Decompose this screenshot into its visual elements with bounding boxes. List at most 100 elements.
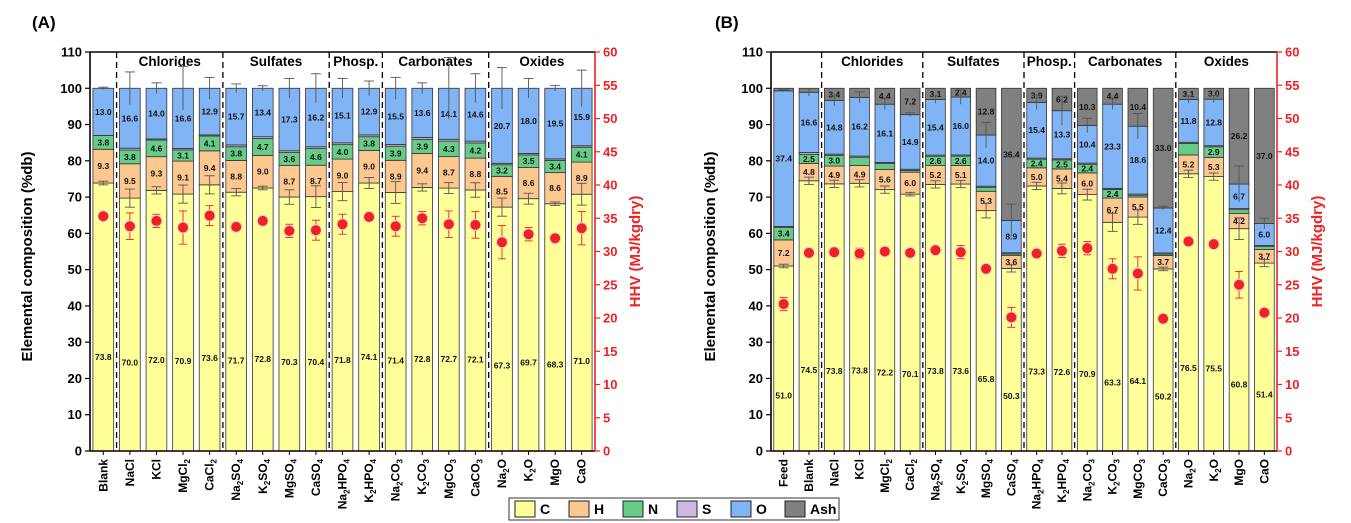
y-tick-label: 90 (68, 117, 82, 132)
y2-tick-label: 30 (603, 244, 617, 259)
y-tick-label: 0 (756, 444, 763, 459)
y-tick-label: 40 (749, 298, 763, 313)
data-label-n: 4.6 (310, 152, 322, 162)
hhv-marker (1131, 267, 1144, 280)
data-label-n: 3.2 (496, 166, 508, 176)
hhv-marker (802, 246, 815, 259)
bar-stack: 73.6 9.4 4.1 12.9 (198, 76, 221, 452)
data-label-n: 4.0 (337, 147, 349, 157)
bar-stack: 70.4 8.7 4.6 16.2 (305, 73, 327, 452)
hhv-marker (954, 246, 967, 259)
data-label-o: 13.4 (254, 107, 271, 117)
data-label-o: 16.1 (877, 128, 894, 138)
bar-stack: 65.8 5.3 14.0 12.8 (975, 87, 997, 452)
data-label-c: 65.8 (978, 374, 995, 384)
bar-stack: 71.0 8.9 4.1 15.9 (570, 69, 593, 452)
y-tick-label: 20 (749, 371, 763, 386)
y-tick-label: 40 (68, 298, 82, 313)
data-label-c: 73.8 (927, 366, 944, 376)
legend-label: S (702, 501, 711, 517)
y-tick-label: 10 (749, 407, 763, 422)
bar-segment-c (1102, 221, 1123, 452)
data-label-h: 5.6 (879, 174, 891, 184)
data-label-n: 3.8 (97, 137, 109, 147)
data-label-n: 3.8 (230, 149, 242, 159)
bar-stack: 68.3 8.6 3.4 19.5 (544, 84, 566, 452)
y-tick-label: 80 (749, 153, 763, 168)
data-label-o: 20.7 (494, 121, 511, 131)
hhv-marker (495, 236, 508, 249)
data-label-c: 71.7 (228, 355, 245, 365)
hhv-marker (1055, 244, 1068, 257)
x-tick-label: CaSO4 (1004, 458, 1020, 496)
group-label: Oxides (519, 54, 564, 69)
data-label-h: 5.0 (1031, 172, 1043, 182)
data-label-c: 72.8 (254, 354, 271, 364)
y2-tick-label: 25 (603, 277, 617, 292)
bar-segment-c (1026, 185, 1047, 452)
group-label: Carbonates (1088, 54, 1162, 69)
data-label-c: 73.3 (1028, 366, 1045, 376)
bar-segment-c (92, 182, 115, 452)
data-label-o: 37.4 (775, 154, 792, 164)
hhv-marker (1182, 235, 1195, 248)
x-tick-label: MgCO3 (1131, 458, 1147, 498)
data-label-c: 60.8 (1231, 379, 1248, 389)
bar-segment-n (849, 156, 870, 166)
bar-stack: 73.8 4.9 3.0 14.8 3.4 (823, 87, 845, 452)
data-label-h: 5.5 (1132, 202, 1144, 212)
x-tick-label: Feed (777, 459, 791, 487)
bar-segment-c (358, 182, 380, 452)
bar-stack: 51.4 3.7 6.0 37.0 (1254, 87, 1275, 452)
data-label-n: 2.5 (1056, 159, 1068, 169)
x-tick-label: Na2SO4 (928, 458, 944, 500)
bar-segment-n (1228, 209, 1250, 214)
hhv-marker (1258, 306, 1271, 319)
data-label-ash: 3.1 (930, 89, 942, 99)
bar-stack: 72.0 9.3 4.6 14.0 (145, 82, 168, 452)
y2-tick-label: 55 (1285, 78, 1299, 93)
bar-segment-c (1228, 228, 1250, 452)
x-tick-label: K2HPO4 (362, 458, 378, 502)
data-label-h: 6.0 (904, 178, 916, 188)
data-label-c: 70.4 (308, 357, 325, 367)
x-tick-label: MgO (1232, 459, 1246, 486)
data-label-h: 8.7 (443, 167, 455, 177)
bar-stack: 70.3 8.7 3.6 17.3 (278, 78, 301, 452)
data-label-o: 16.6 (801, 117, 818, 127)
data-label-o: 14.0 (148, 109, 165, 119)
data-label-h: 9.5 (124, 176, 136, 186)
data-label-o: 13.0 (95, 107, 112, 117)
data-label-c: 73.8 (826, 366, 843, 376)
hhv-marker (203, 209, 216, 222)
legend-swatch-o (730, 500, 752, 518)
data-label-h: 6.0 (1081, 179, 1093, 189)
data-label-o: 23.3 (1104, 141, 1121, 151)
y2-tick-label: 20 (603, 311, 617, 326)
legend-swatch-ash (784, 500, 806, 518)
data-label-n: 3.9 (416, 141, 428, 151)
y2-tick-label: 40 (603, 178, 617, 193)
y2-tick-label: 10 (1285, 377, 1299, 392)
group-label: Phosp. (1027, 54, 1072, 69)
data-label-o: 6.0 (1258, 230, 1270, 240)
data-label-o: 12.4 (1155, 225, 1172, 235)
x-tick-label: Na2O (495, 459, 511, 488)
x-tick-label: Blank (802, 459, 816, 492)
hhv-marker (575, 222, 588, 235)
data-label-ash: 26.2 (1231, 131, 1248, 141)
data-label-c: 72.8 (414, 354, 431, 364)
data-label-h: 9.4 (416, 165, 428, 175)
x-tick-label: CaSO4 (309, 458, 325, 496)
legend-label: N (648, 501, 658, 517)
x-tick-label: CaCl2 (203, 458, 219, 490)
data-label-c: 75.5 (1205, 364, 1222, 374)
x-tick-label: K2O (1207, 459, 1223, 481)
data-label-o: 15.7 (228, 112, 245, 122)
x-tick-label: KCl (149, 459, 163, 480)
hhv-marker (828, 246, 841, 259)
y-tick-label: 0 (75, 444, 82, 459)
bar-segment-c (1254, 262, 1275, 452)
bar-segment-c (1051, 188, 1073, 452)
x-tick-label: MgSO4 (282, 458, 298, 498)
